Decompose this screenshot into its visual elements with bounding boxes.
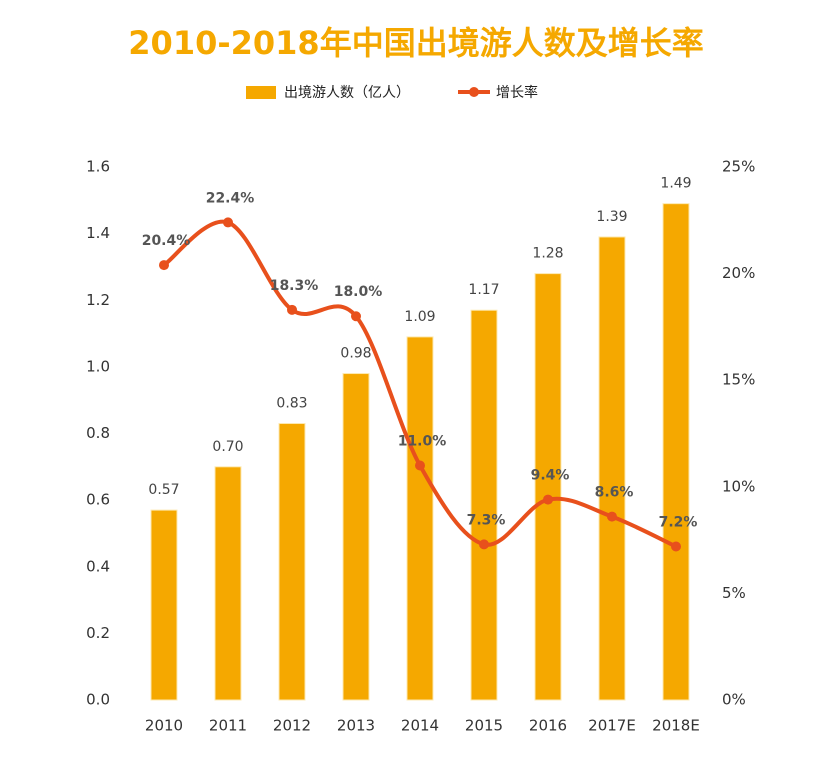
bar-value-label: 1.09 <box>404 309 435 325</box>
bar-value-label: 0.98 <box>340 346 371 362</box>
bar <box>342 373 370 701</box>
x-tick-label: 2016 <box>529 717 567 735</box>
y2-tick-label: 5% <box>722 584 746 602</box>
chart-title: 2010-2018年中国出境游人数及增长率 <box>128 24 703 62</box>
y-tick-label: 0.0 <box>86 691 110 709</box>
legend-label: 出境游人数（亿人） <box>284 85 410 101</box>
point <box>671 541 681 552</box>
y2-tick-label: 0% <box>722 691 746 709</box>
x-tick-label: 2014 <box>401 717 439 735</box>
legend-swatch <box>469 87 479 97</box>
bar <box>470 309 498 701</box>
point <box>543 494 553 505</box>
point-value-label: 11.0% <box>398 433 447 449</box>
point <box>479 539 489 550</box>
y-tick-label: 0.6 <box>86 491 110 509</box>
bar <box>534 273 562 701</box>
point-value-label: 18.0% <box>334 284 383 300</box>
bar <box>662 203 690 701</box>
x-tick-label: 2010 <box>145 717 183 735</box>
x-tick-label: 2017E <box>588 717 636 735</box>
x-tick-label: 2015 <box>465 717 503 735</box>
point-value-label: 22.4% <box>206 190 255 206</box>
bar <box>214 466 242 701</box>
bar-value-label: 1.49 <box>660 176 691 192</box>
y-tick-label: 1.6 <box>86 158 110 176</box>
point <box>351 311 361 322</box>
legend-swatch <box>246 86 276 99</box>
bar <box>406 336 434 701</box>
y-tick-label: 1.4 <box>86 224 110 242</box>
point-value-label: 18.3% <box>270 278 319 294</box>
y2-tick-label: 20% <box>722 264 755 282</box>
y2-tick-label: 15% <box>722 371 755 389</box>
bar <box>598 236 626 701</box>
bar-value-label: 0.57 <box>148 482 179 498</box>
bar-value-label: 0.83 <box>276 396 307 412</box>
bar-value-label: 0.70 <box>212 439 243 455</box>
y-tick-label: 0.2 <box>86 624 110 642</box>
x-tick-label: 2018E <box>652 717 700 735</box>
bar-value-label: 1.39 <box>596 209 627 225</box>
point-value-label: 8.6% <box>595 485 634 501</box>
point <box>415 460 425 471</box>
y-tick-label: 0.8 <box>86 424 110 442</box>
point <box>223 217 233 228</box>
point <box>607 511 617 522</box>
bar <box>150 509 178 701</box>
x-tick-label: 2013 <box>337 717 375 735</box>
y-tick-label: 1.2 <box>86 291 110 309</box>
y-tick-label: 1.0 <box>86 357 110 375</box>
point-value-label: 20.4% <box>142 233 191 249</box>
point-value-label: 9.4% <box>531 468 570 484</box>
legend-label: 增长率 <box>496 84 538 101</box>
point-value-label: 7.2% <box>659 514 698 530</box>
point-value-label: 7.3% <box>467 512 506 528</box>
y-tick-label: 0.4 <box>86 557 110 575</box>
y2-tick-label: 10% <box>722 477 755 495</box>
y2-tick-label: 25% <box>722 158 755 176</box>
bar <box>278 423 306 701</box>
bar-value-label: 1.17 <box>468 282 499 298</box>
x-tick-label: 2011 <box>209 717 247 735</box>
line <box>162 219 677 549</box>
point <box>287 304 297 315</box>
x-tick-label: 2012 <box>273 717 311 735</box>
bar-value-label: 1.28 <box>532 246 563 262</box>
point <box>159 260 169 271</box>
